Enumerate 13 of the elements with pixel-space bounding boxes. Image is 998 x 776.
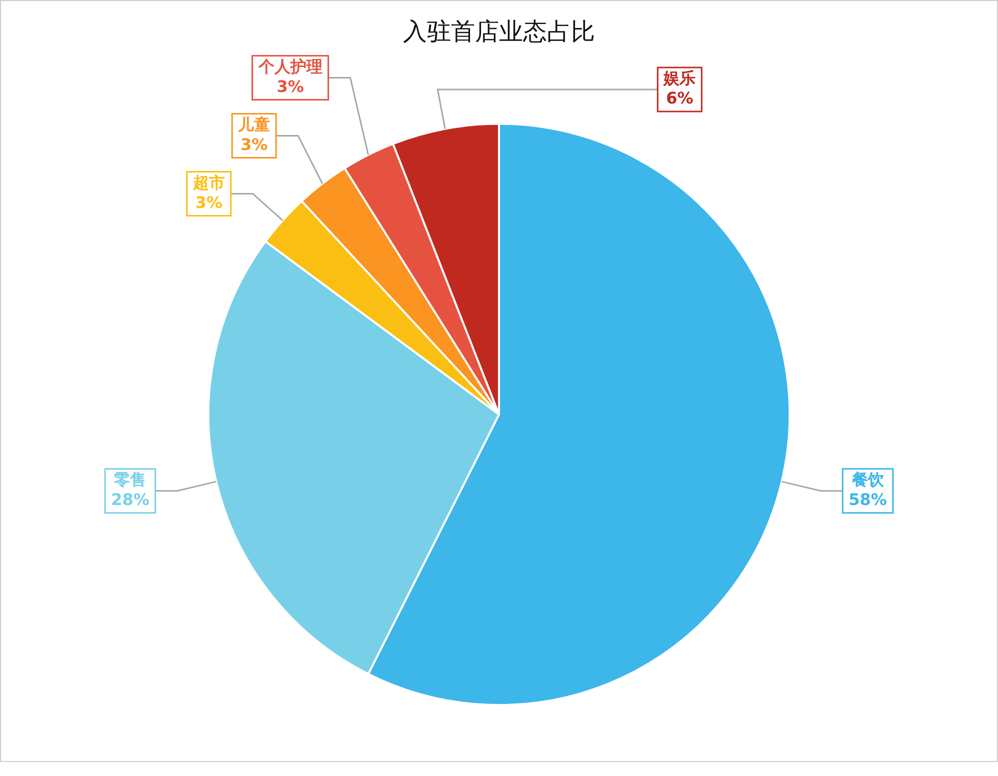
slice-label: 零售	[113, 470, 146, 489]
data-label: 58%	[848, 490, 887, 509]
data-label: 3%	[276, 76, 304, 96]
data-label: 3%	[195, 192, 222, 212]
slice-label: 餐饮	[850, 470, 885, 489]
data-label: 28%	[111, 490, 150, 509]
chart-title: 入驻首店业态占比	[403, 18, 595, 46]
slice-label: 超市	[192, 172, 225, 192]
slice-label: 个人护理	[257, 56, 322, 76]
slice-label: 娱乐	[662, 68, 696, 88]
data-label: 3%	[240, 134, 268, 154]
data-label: 6%	[666, 88, 694, 108]
slice-label: 儿童	[237, 114, 270, 134]
